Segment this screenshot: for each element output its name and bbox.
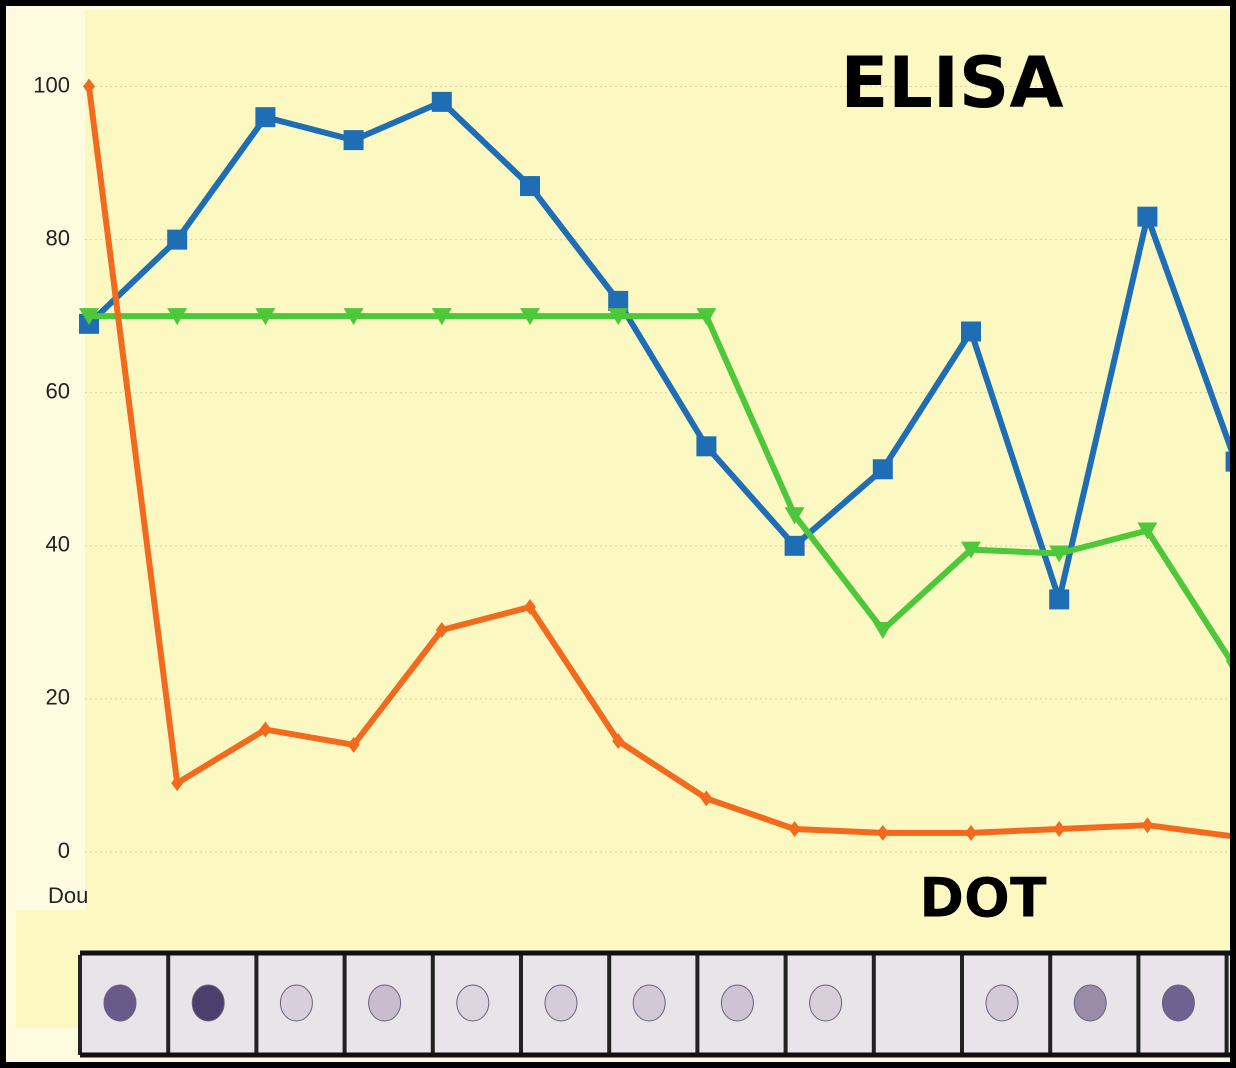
strip-margin [16, 910, 86, 1028]
dot [632, 984, 666, 1022]
marker [961, 321, 981, 342]
dot [720, 984, 754, 1022]
marker [1049, 589, 1070, 610]
marker [259, 721, 272, 738]
marker [700, 790, 713, 807]
marker [524, 599, 536, 616]
marker [612, 733, 625, 750]
dot [279, 984, 313, 1022]
y-tick-label: 0 [58, 838, 70, 863]
marker [965, 824, 977, 841]
marker [171, 775, 184, 792]
series-line [89, 313, 1236, 670]
dot [368, 984, 402, 1022]
dot [809, 984, 843, 1022]
marker [347, 736, 360, 753]
y-tick-label: 40 [46, 532, 70, 557]
marker [83, 78, 95, 95]
marker [1137, 206, 1158, 227]
y-tick-label: 20 [46, 685, 70, 710]
dot [103, 984, 137, 1022]
marker [1141, 817, 1154, 834]
marker [435, 622, 448, 639]
marker [788, 821, 801, 838]
marker [1053, 821, 1066, 838]
dot [191, 984, 225, 1022]
marker [872, 622, 893, 640]
marker [872, 459, 893, 480]
marker [876, 824, 889, 841]
marker [608, 308, 629, 326]
plot-area [85, 10, 1236, 950]
annotation: ELISA [840, 42, 1063, 124]
marker [696, 308, 717, 326]
marker [784, 535, 805, 556]
dot [544, 984, 578, 1022]
marker [520, 308, 540, 326]
marker [520, 176, 540, 197]
annotation: DOT [919, 867, 1047, 930]
dot [456, 984, 490, 1022]
marker [431, 308, 452, 326]
y-tick-label: 100 [33, 72, 70, 97]
marker [961, 541, 981, 559]
dot [1161, 984, 1195, 1022]
marker [167, 308, 188, 326]
layer: 0 20 40 60 80 100 Dou [33, 72, 1236, 1058]
dot [1073, 984, 1107, 1022]
marker [696, 436, 717, 457]
marker [431, 91, 452, 112]
marker [1137, 522, 1158, 540]
x-tick-label: Dou [48, 883, 88, 908]
y-tick-label: 80 [46, 225, 70, 250]
dot [985, 984, 1019, 1022]
series-line [86, 86, 1236, 840]
marker [255, 107, 276, 128]
marker [608, 290, 629, 311]
marker [79, 308, 99, 326]
marker [167, 229, 188, 250]
marker [343, 308, 364, 326]
y-tick-label: 60 [46, 379, 70, 404]
marker [784, 507, 805, 525]
marker [343, 130, 364, 151]
marker [1049, 545, 1070, 563]
marker [255, 308, 276, 326]
